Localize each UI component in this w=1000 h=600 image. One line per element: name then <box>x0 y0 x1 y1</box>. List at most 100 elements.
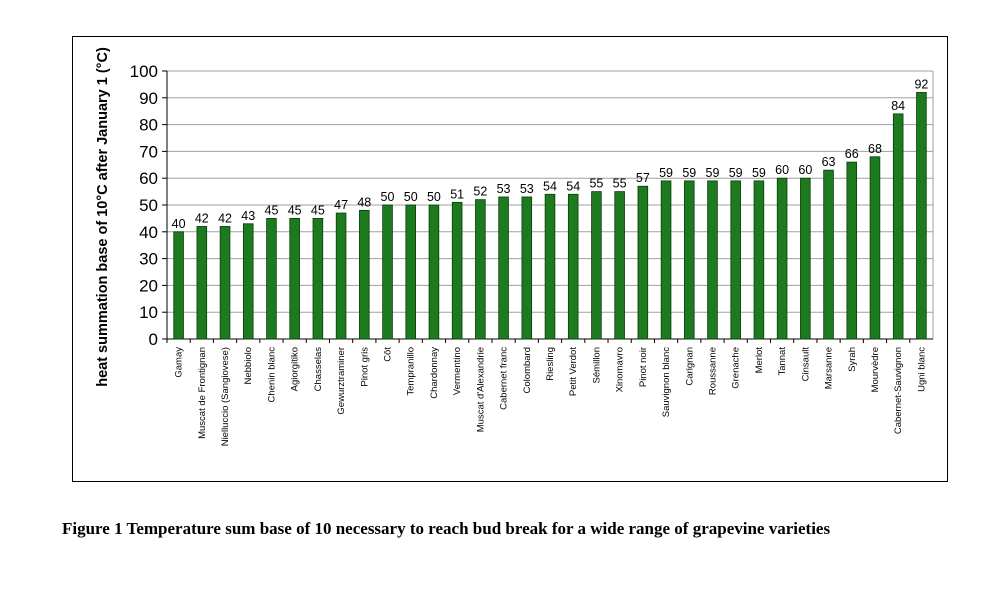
bar <box>475 199 486 340</box>
bar <box>823 169 834 340</box>
bar <box>544 193 556 340</box>
bar <box>800 177 811 340</box>
bar <box>753 180 765 340</box>
bar <box>591 191 602 340</box>
category-label: Xinomavro <box>615 347 626 392</box>
data-label: 43 <box>241 209 255 223</box>
category-label: Sémillon <box>591 347 602 383</box>
bar <box>846 161 858 340</box>
bar <box>683 180 695 340</box>
category-label: Carignan <box>684 347 695 386</box>
category-label: Colombard <box>522 347 533 393</box>
data-label: 66 <box>845 147 859 161</box>
bar <box>776 177 788 340</box>
category-label: Pinot noir <box>638 347 649 387</box>
y-tick-label: 100 <box>130 62 158 81</box>
y-tick-label: 70 <box>139 142 158 161</box>
data-label: 53 <box>520 182 534 196</box>
bar <box>567 193 579 340</box>
y-tick-label: 80 <box>139 116 158 135</box>
category-label: Nielluccio (Sangiovese) <box>220 347 231 446</box>
bar <box>173 231 184 340</box>
data-label: 59 <box>706 166 720 180</box>
bar <box>707 180 718 340</box>
data-label: 59 <box>752 166 766 180</box>
category-label: Gamay <box>174 347 185 378</box>
y-axis-title: heat summation base of 10°C after Januar… <box>95 47 111 387</box>
y-tick-label: 10 <box>139 303 158 322</box>
category-label: Agiorgitiko <box>290 347 301 391</box>
y-tick-label: 20 <box>139 276 158 295</box>
category-label: Cinsault <box>800 347 811 382</box>
data-label: 42 <box>218 211 232 225</box>
chart-frame: 0 10 20 30 40 50 60 70 80 90 100 40 Gamay 42 Muscat d… <box>72 36 948 482</box>
category-label: Riesling <box>545 347 556 381</box>
data-label: 55 <box>589 177 603 191</box>
data-label: 92 <box>914 77 928 91</box>
data-label: 84 <box>891 99 905 113</box>
y-tick-label: 40 <box>139 223 158 242</box>
data-label: 51 <box>450 187 464 201</box>
bar <box>266 217 277 340</box>
category-label: Pinot gris <box>359 347 370 387</box>
bar <box>242 223 254 340</box>
category-label: Ugni blanc <box>916 347 927 392</box>
bar <box>312 217 324 340</box>
category-label: Gewurztraminer <box>336 347 347 415</box>
category-label: Marsanne <box>824 347 835 389</box>
y-tick-label: 0 <box>149 330 158 349</box>
category-label: Cabernet-Sauvignon <box>893 347 904 434</box>
data-label: 45 <box>311 203 325 217</box>
bars <box>173 92 927 340</box>
category-label: Mourvèdre <box>870 347 881 392</box>
bar <box>660 180 672 340</box>
y-tick-label: 90 <box>139 89 158 108</box>
data-label: 60 <box>775 163 789 177</box>
category-label: Chardonnay <box>429 347 440 399</box>
labels: 40 Gamay 42 Muscat de Frontignan 42 Niellucci… <box>172 77 929 446</box>
data-label: 47 <box>334 198 348 212</box>
bar <box>196 226 208 340</box>
data-label: 59 <box>729 166 743 180</box>
bar <box>892 113 904 340</box>
category-label: Chenin blanc <box>266 347 277 403</box>
y-tick-label: 50 <box>139 196 158 215</box>
bar <box>359 209 370 340</box>
bar <box>730 180 741 340</box>
data-label: 45 <box>288 203 302 217</box>
data-label: 57 <box>636 171 650 185</box>
bar <box>335 212 347 340</box>
category-label: Cabernet franc <box>499 347 510 410</box>
y-tick-label: 30 <box>139 250 158 269</box>
bar <box>521 196 533 340</box>
bar <box>451 201 463 340</box>
data-label: 53 <box>497 182 511 196</box>
data-label: 50 <box>381 190 395 204</box>
bar-chart: 0 10 20 30 40 50 60 70 80 90 100 40 Gamay 42 Muscat d… <box>95 47 934 446</box>
bar <box>869 156 881 340</box>
category-label: Vermentino <box>452 347 463 395</box>
category-label: Petit Verdot <box>568 347 579 396</box>
category-label: Sauvignon blanc <box>661 347 672 417</box>
category-label: Merlot <box>754 347 765 374</box>
data-label: 55 <box>613 177 627 191</box>
data-label: 59 <box>659 166 673 180</box>
y-tick-label: 60 <box>139 169 158 188</box>
data-label: 68 <box>868 142 882 156</box>
data-label: 60 <box>798 163 812 177</box>
data-label: 63 <box>822 155 836 169</box>
category-label: Roussanne <box>707 347 718 395</box>
data-label: 50 <box>427 190 441 204</box>
data-label: 54 <box>543 179 557 193</box>
category-label: Muscat d'Alexandrie <box>475 347 486 432</box>
category-label: Syrah <box>847 347 858 372</box>
bar <box>916 92 927 340</box>
bar <box>219 226 231 340</box>
data-label: 42 <box>195 211 209 225</box>
data-label: 54 <box>566 179 580 193</box>
data-label: 50 <box>404 190 418 204</box>
data-label: 48 <box>357 195 371 209</box>
category-label: Muscat de Frontignan <box>197 347 208 439</box>
category-label: Tannat <box>777 347 788 376</box>
figure-caption: Figure 1 Temperature sum base of 10 nece… <box>62 519 831 538</box>
